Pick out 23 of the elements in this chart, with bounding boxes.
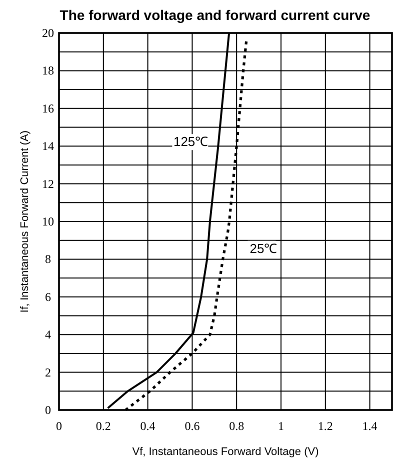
x-tick-label: 0.8 xyxy=(229,419,244,433)
x-axis-title: Vf, Instantaneous Forward Voltage (V) xyxy=(132,446,319,458)
chart-title: The forward voltage and forward current curve xyxy=(60,7,370,23)
y-axis-title: If, Instantaneous Forward Current (A) xyxy=(19,130,31,313)
x-tick-label: 1 xyxy=(278,419,284,433)
x-tick-label: 0.2 xyxy=(96,419,111,433)
y-tick-label: 8 xyxy=(45,252,51,266)
x-tick-label: 1.4 xyxy=(362,419,378,433)
y-tick-label: 18 xyxy=(42,64,54,78)
y-tick-label: 0 xyxy=(45,403,51,417)
y-tick-label: 12 xyxy=(42,176,54,191)
series-label: 125℃ xyxy=(173,134,208,150)
y-tick-label: 16 xyxy=(42,101,54,116)
x-tick-label: 1.2 xyxy=(318,419,333,433)
series-label: 25℃ xyxy=(250,240,278,256)
x-tick-label: 0.4 xyxy=(140,419,156,433)
y-tick-label: 2 xyxy=(45,365,51,380)
y-tick-label: 20 xyxy=(42,26,54,40)
y-tick-label: 14 xyxy=(42,139,54,154)
y-tick-label: 10 xyxy=(42,214,54,228)
y-tick-label: 6 xyxy=(45,290,51,304)
x-tick-label: 0.6 xyxy=(184,419,200,433)
y-tick-label: 4 xyxy=(45,328,51,342)
